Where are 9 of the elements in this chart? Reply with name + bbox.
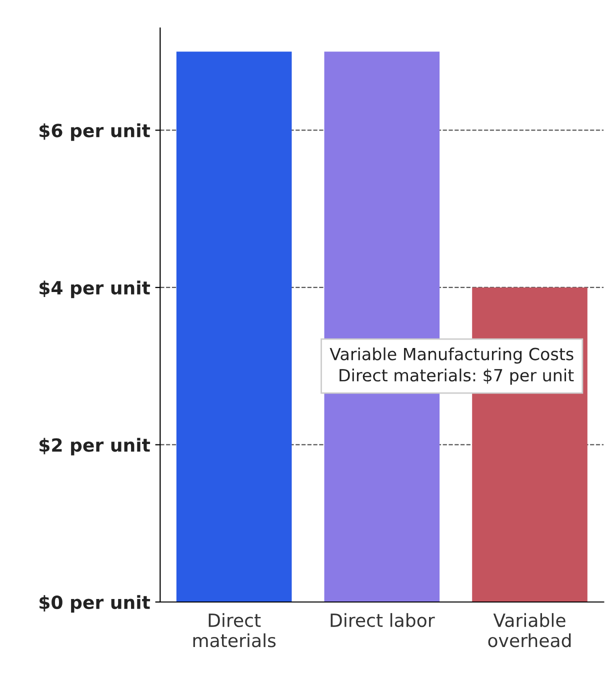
y-tick-label: $0 per unit xyxy=(40,595,150,613)
x-tick-label: Direct materials xyxy=(193,613,276,648)
y-tick-label: $6 per unit xyxy=(40,123,150,141)
x-tick-label: Direct labor xyxy=(330,613,435,628)
y-tick-label: $4 per unit xyxy=(40,280,150,298)
x-tick-label: Variable overhead xyxy=(488,613,571,648)
annotation: Variable Manufacturing Costs xyxy=(330,347,574,364)
y-tick-label: $2 per unit xyxy=(40,438,150,456)
annotation: Direct materials: $7 per unit xyxy=(340,368,574,385)
